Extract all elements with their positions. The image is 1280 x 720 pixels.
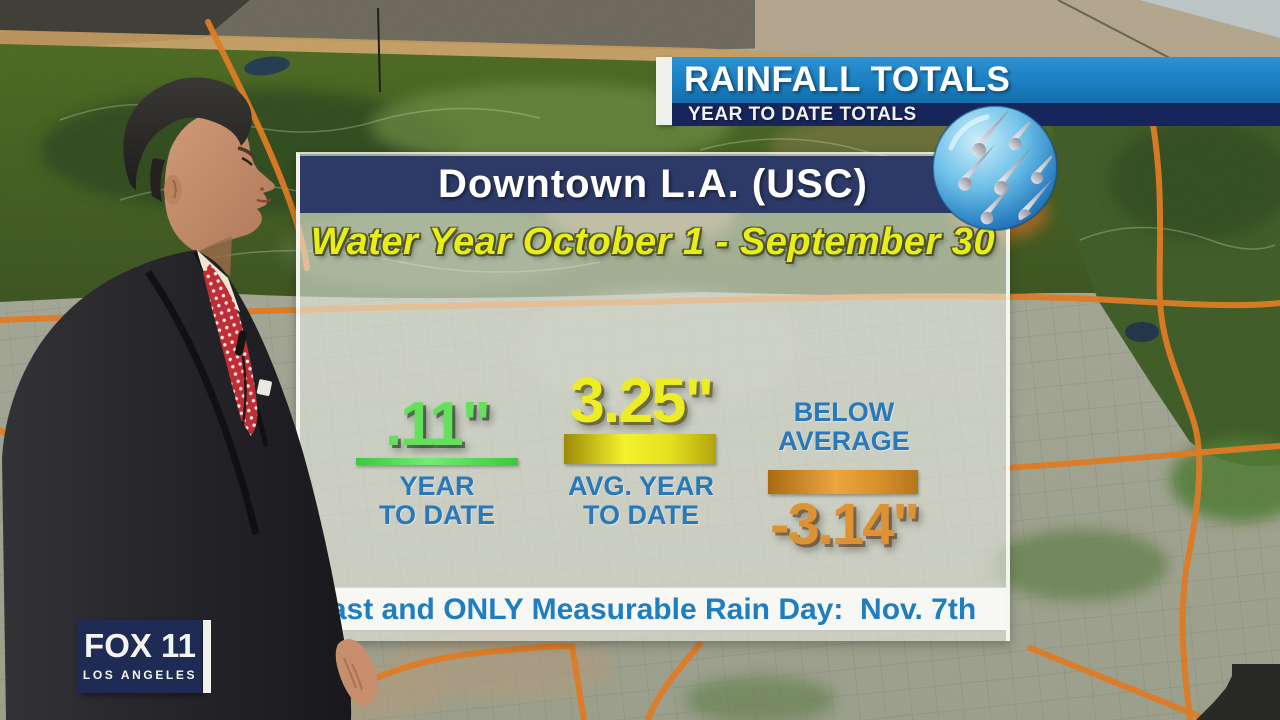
below-average-label-bottom: AVERAGE bbox=[778, 426, 910, 456]
weatherman-tie bbox=[203, 264, 258, 436]
logo-subtitle: LOS ANGELES bbox=[82, 668, 198, 682]
water-year-subtitle: Water Year October 1 - September 30 bbox=[310, 221, 996, 263]
fox11-logo: FOX 11 LOS ANGELES bbox=[78, 620, 211, 693]
ytd-bar bbox=[356, 458, 518, 465]
rain-drops-icon bbox=[932, 105, 1058, 231]
rain-day-ticker: ast and ONLY Measurable Rain Day: Nov. 7… bbox=[300, 587, 1006, 631]
ytd-label-top: YEAR bbox=[399, 471, 475, 501]
avg-ytd-bar bbox=[564, 434, 716, 464]
avg-ytd-label: AVG. YEAR TO DATE bbox=[521, 472, 761, 530]
header-accent-stripe bbox=[656, 57, 672, 125]
ytd-value: .11" bbox=[384, 390, 491, 459]
weatherman-suit bbox=[2, 250, 352, 720]
rainfall-panel: Downtown L.A. (USC) Water Year October 1… bbox=[296, 152, 1010, 641]
station-title: Downtown L.A. (USC) bbox=[300, 156, 1006, 213]
below-average-label: BELOW AVERAGE bbox=[724, 398, 964, 456]
below-average-label-top: BELOW bbox=[793, 397, 895, 427]
lapel-microphone bbox=[235, 330, 247, 356]
below-average-bar bbox=[768, 470, 918, 494]
weatherman bbox=[2, 77, 378, 720]
header-title: RAINFALL TOTALS bbox=[672, 57, 1280, 103]
ytd-label-bottom: TO DATE bbox=[378, 500, 495, 530]
logo-accent-stripe bbox=[203, 620, 211, 693]
weatherman-hair bbox=[123, 77, 252, 190]
deficit-value: -3.14" bbox=[770, 492, 920, 557]
avg-ytd-label-bottom: TO DATE bbox=[582, 500, 699, 530]
logo-title: FOX 11 bbox=[84, 627, 196, 664]
ytd-label: YEAR TO DATE bbox=[317, 472, 557, 530]
avg-ytd-label-top: AVG. YEAR bbox=[567, 471, 715, 501]
avg-ytd-value: 3.25" bbox=[569, 366, 715, 436]
weatherman-face bbox=[164, 112, 275, 252]
